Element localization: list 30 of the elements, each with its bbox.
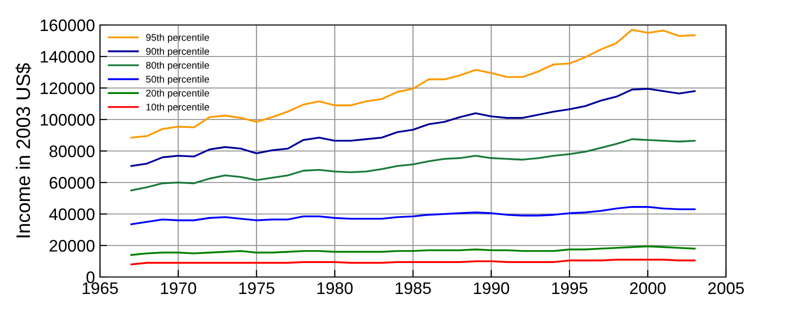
y-tick-label: 140000 [40, 50, 94, 63]
legend-label: 95th percentile [146, 34, 210, 43]
y-tick-label: 120000 [40, 82, 94, 94]
legend-label: 90th percentile [146, 48, 210, 57]
y-tick-label: 60000 [50, 176, 94, 189]
line-series [130, 245, 696, 256]
x-tick-label: 1970 [160, 282, 196, 294]
x-tick-label: 1980 [317, 282, 353, 294]
y-tick-label: 20000 [50, 240, 94, 252]
y-tick-label: 40000 [49, 208, 94, 220]
y-tick-label: 0 [86, 271, 94, 284]
x-tick-label: 1990 [474, 282, 510, 294]
x-tick-label: 2000 [630, 282, 666, 294]
legend-label: 20th percentile [146, 89, 210, 99]
x-tick-label: 1985 [396, 282, 431, 294]
x-tick-label: 2005 [708, 282, 744, 294]
x-tick-label: 1975 [239, 282, 274, 294]
y-tick-label: 80000 [50, 145, 94, 158]
line-series [130, 206, 696, 226]
y-tick-label: 100000 [40, 114, 94, 126]
y-tick-label: 160000 [40, 19, 94, 32]
y-axis-title: Income in 2003 US$ [16, 63, 32, 238]
line-series [130, 28, 696, 139]
x-tick-label: 1965 [82, 282, 118, 294]
line-series [130, 138, 696, 192]
legend-label: 10th percentile [146, 103, 210, 112]
legend-label: 80th percentile [146, 62, 210, 71]
line-series [130, 88, 696, 167]
x-tick-label: 1995 [552, 282, 588, 294]
legend-label: 50th percentile [146, 76, 210, 85]
